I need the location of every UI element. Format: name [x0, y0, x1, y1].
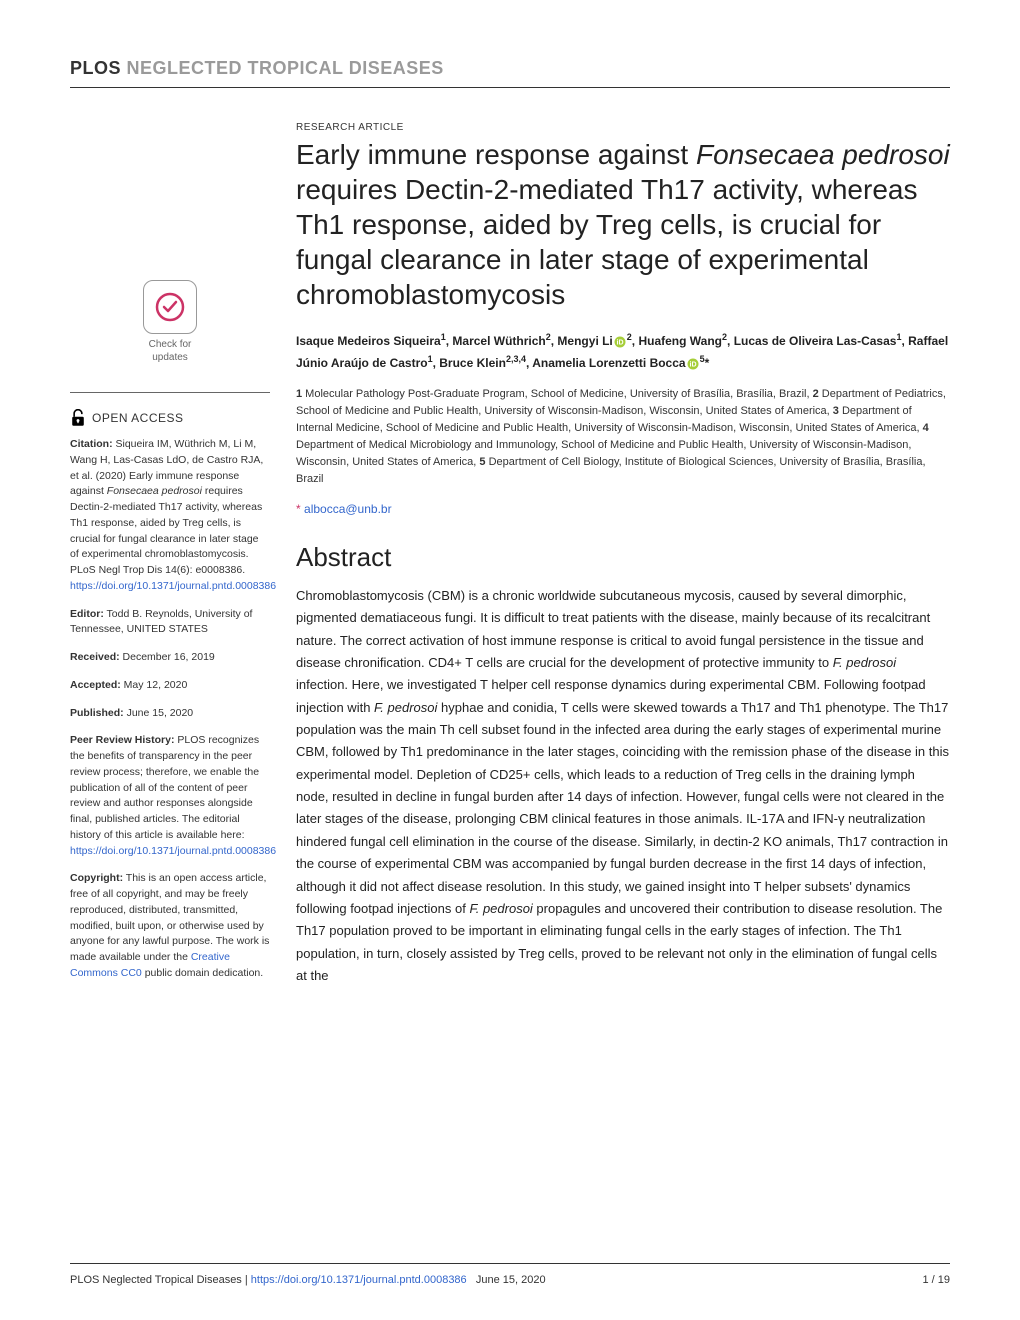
- main-content: RESEARCH ARTICLE Early immune response a…: [296, 122, 950, 994]
- author-list: Isaque Medeiros Siqueira1, Marcel Wüthri…: [296, 330, 950, 374]
- lock-open-icon: [70, 409, 86, 427]
- svg-text:iD: iD: [616, 339, 623, 346]
- check-updates-icon: [143, 280, 197, 334]
- peer-review-link[interactable]: https://doi.org/10.1371/journal.pntd.000…: [70, 845, 276, 857]
- left-sidebar: Check forupdates OPEN ACCESS Citation: S…: [70, 122, 270, 994]
- published-block: Published: June 15, 2020: [70, 706, 270, 722]
- open-access-badge: OPEN ACCESS: [70, 409, 270, 427]
- sidebar-divider: [70, 392, 270, 393]
- abstract-body: Chromoblastomycosis (CBM) is a chronic w…: [296, 585, 950, 987]
- accepted-block: Accepted: May 12, 2020: [70, 678, 270, 694]
- check-updates-text: Check forupdates: [112, 338, 228, 364]
- footer-page-number: 1 / 19: [922, 1274, 950, 1286]
- journal-name: PLOS NEGLECTED TROPICAL DISEASES: [70, 58, 950, 79]
- correspondence-email[interactable]: albocca@unb.br: [304, 502, 392, 516]
- footer-left: PLOS Neglected Tropical Diseases | https…: [70, 1274, 546, 1286]
- open-access-label: OPEN ACCESS: [92, 409, 184, 427]
- journal-plos: PLOS: [70, 58, 121, 78]
- affiliations: 1 Molecular Pathology Post-Graduate Prog…: [296, 386, 950, 488]
- citation-block: Citation: Siqueira IM, Wüthrich M, Li M,…: [70, 437, 270, 595]
- journal-ntd: NEGLECTED TROPICAL DISEASES: [127, 58, 444, 78]
- abstract-heading: Abstract: [296, 542, 950, 573]
- check-updates-widget[interactable]: Check forupdates: [70, 280, 270, 364]
- copyright-block: Copyright: This is an open access articl…: [70, 871, 270, 981]
- editor-block: Editor: Todd B. Reynolds, University of …: [70, 607, 270, 639]
- journal-header: PLOS NEGLECTED TROPICAL DISEASES: [70, 58, 950, 88]
- citation-doi-link[interactable]: https://doi.org/10.1371/journal.pntd.000…: [70, 580, 276, 592]
- peer-review-block: Peer Review History: PLOS recognizes the…: [70, 733, 270, 859]
- article-type: RESEARCH ARTICLE: [296, 122, 950, 133]
- page-footer: PLOS Neglected Tropical Diseases | https…: [70, 1263, 950, 1286]
- correspondence: * albocca@unb.br: [296, 502, 950, 516]
- received-block: Received: December 16, 2019: [70, 650, 270, 666]
- svg-text:iD: iD: [689, 361, 696, 368]
- footer-doi-link[interactable]: https://doi.org/10.1371/journal.pntd.000…: [251, 1274, 467, 1286]
- article-title: Early immune response against Fonsecaea …: [296, 137, 950, 312]
